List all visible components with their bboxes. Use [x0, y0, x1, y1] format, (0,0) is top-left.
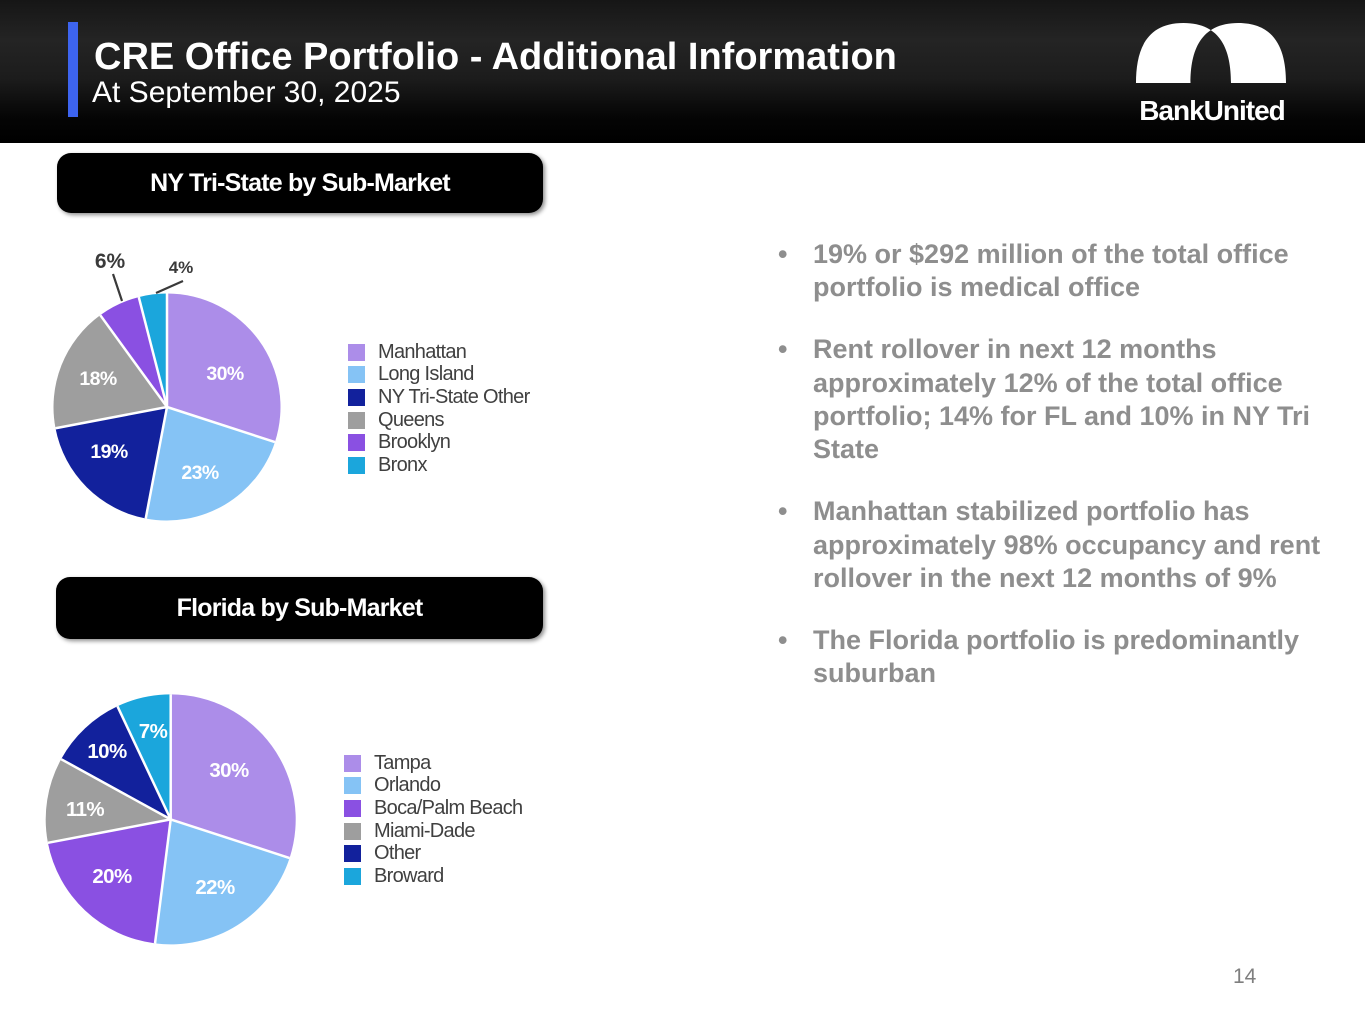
svg-text:BankUnited: BankUnited — [1139, 95, 1285, 126]
svg-text:19%: 19% — [90, 441, 127, 463]
svg-text:20%: 20% — [92, 865, 132, 888]
svg-text:10%: 10% — [87, 740, 127, 763]
svg-text:18%: 18% — [79, 368, 116, 390]
svg-text:4%: 4% — [169, 258, 194, 277]
svg-text:7%: 7% — [139, 720, 168, 743]
svg-text:22%: 22% — [195, 876, 235, 899]
svg-text:11%: 11% — [66, 798, 104, 821]
svg-text:30%: 30% — [209, 759, 249, 782]
svg-text:23%: 23% — [181, 462, 218, 484]
svg-text:30%: 30% — [206, 363, 243, 385]
svg-text:6%: 6% — [95, 250, 126, 273]
